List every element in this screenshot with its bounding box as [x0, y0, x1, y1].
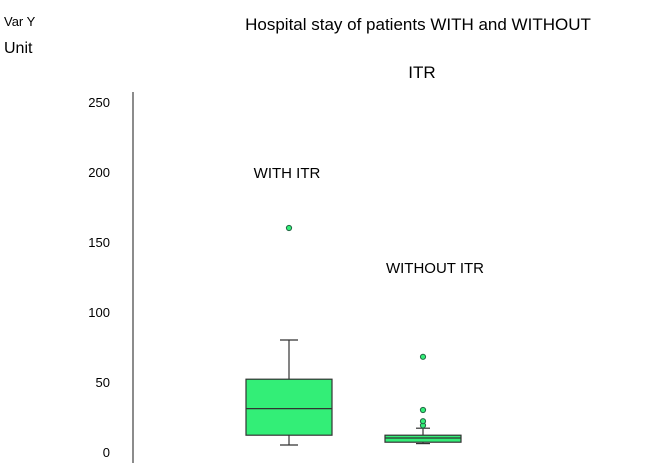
box-groups: WITH ITR WITHOUT ITR: [245, 165, 484, 446]
y-axis-label-line2: Unit: [4, 40, 33, 57]
y-tick-label: 100: [88, 305, 110, 320]
outlier-point: [419, 353, 427, 360]
y-tick-label: 0: [103, 445, 110, 460]
chart-title-line2: ITR: [408, 63, 435, 82]
iqr-box: [245, 378, 333, 436]
outlier-point: [419, 406, 427, 414]
y-ticks: 0 50 100 150 200 250: [88, 95, 110, 460]
y-tick-label: 250: [88, 95, 110, 110]
y-tick-label: 150: [88, 235, 110, 250]
y-tick-label: 200: [88, 165, 110, 180]
chart-title-line1: Hospital stay of patients WITH and WITHO…: [245, 15, 591, 34]
outlier-point: [285, 224, 293, 232]
iqr-box: [384, 434, 462, 443]
box-group: WITHOUT ITR: [384, 260, 484, 445]
group-label: WITHOUT ITR: [386, 260, 484, 277]
y-axis-label-line1: Var Y: [4, 14, 36, 29]
box-group: WITH ITR: [245, 165, 333, 446]
group-label: WITH ITR: [254, 165, 321, 182]
outlier-point: [419, 418, 427, 425]
y-tick-label: 50: [96, 375, 110, 390]
